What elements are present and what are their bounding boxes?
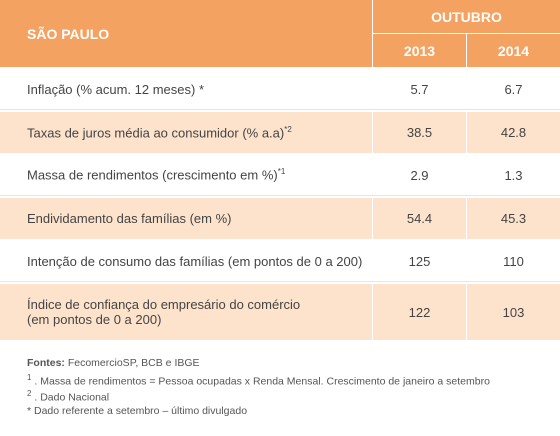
footnote-text: * Dado referente a setembro – último div… bbox=[27, 405, 248, 417]
label-line: Endividamento das famílias (em %) bbox=[27, 211, 372, 226]
row-label: Endividamento das famílias (em %) bbox=[0, 198, 372, 239]
value-text: 110 bbox=[503, 253, 524, 269]
row-label: Inflação (% acum. 12 meses) * bbox=[0, 69, 372, 109]
table-row: Intenção de consumo das famílias (em pon… bbox=[0, 239, 560, 282]
table-row: Endividamento das famílias (em %) 54.4 45.… bbox=[0, 196, 560, 239]
value-cell: 122 bbox=[372, 284, 466, 340]
year-header: 2013 bbox=[372, 34, 466, 67]
value-text: 122 bbox=[408, 304, 431, 320]
label-text: Índice de confiança do empresário do com… bbox=[27, 297, 301, 312]
table-row: Inflação (% acum. 12 meses) * 5.7 6.7 bbox=[0, 67, 560, 110]
row-label: Índice de confiança do empresário do com… bbox=[0, 284, 372, 340]
footnote: 2 . Dado Nacional bbox=[27, 389, 109, 404]
value-text: 2.9 bbox=[410, 167, 429, 183]
year-label: 2014 bbox=[497, 42, 530, 59]
label-text: (em pontos de 0 a 200) bbox=[27, 312, 162, 327]
value-cell: 5.7 bbox=[372, 69, 466, 109]
label-text: Inflação (% acum. 12 meses) * bbox=[27, 81, 205, 97]
footnote-sources: Fontes: FecomercioSP, BCB e IBGE bbox=[27, 357, 200, 369]
region-title: SÃO PAULO bbox=[27, 25, 110, 42]
value-cell: 42.8 bbox=[466, 112, 560, 153]
value-cell: 54.4 bbox=[372, 198, 466, 239]
footnote-text: . Dado Nacional bbox=[31, 391, 110, 404]
label-note: *2 bbox=[284, 124, 292, 134]
label-line: Inflação (% acum. 12 meses) * bbox=[27, 82, 372, 97]
table-row: Massa de rendimentos (crescimento em %)*… bbox=[0, 153, 560, 196]
label-line: Índice de confiança do empresário do com… bbox=[27, 297, 372, 312]
value-text: 103 bbox=[502, 304, 525, 320]
row-label: Intenção de consumo das famílias (em pon… bbox=[0, 241, 372, 281]
value-text: 1.3 bbox=[504, 167, 523, 183]
footnote-marker: 2 bbox=[27, 389, 32, 398]
footnote-marker: 1 bbox=[27, 373, 32, 382]
value-cell: 2.9 bbox=[372, 155, 466, 195]
sources-text: FecomercioSP, BCB e IBGE bbox=[64, 357, 200, 369]
footnote-text: . Massa de rendimentos = Pessoa ocupadas… bbox=[31, 375, 490, 388]
value-cell: 45.3 bbox=[466, 198, 560, 239]
label-line: Massa de rendimentos (crescimento em %)*… bbox=[27, 167, 372, 182]
value-cell: 103 bbox=[466, 284, 560, 340]
period-title: OUTUBRO bbox=[431, 8, 502, 25]
label-line: (em pontos de 0 a 200) bbox=[27, 312, 372, 327]
sources-label: Fontes: bbox=[27, 357, 65, 369]
region-header: SÃO PAULO bbox=[0, 0, 372, 67]
label-text: Massa de rendimentos (crescimento em %) bbox=[27, 167, 278, 183]
year-header: 2014 bbox=[466, 34, 560, 67]
period-header: OUTUBRO bbox=[372, 0, 560, 34]
row-label: Taxas de juros média ao consumidor (% a.… bbox=[0, 112, 372, 153]
footnote: * Dado referente a setembro – último div… bbox=[27, 405, 247, 417]
value-text: 45.3 bbox=[500, 211, 527, 226]
value-text: 5.7 bbox=[410, 81, 429, 97]
value-cell: 110 bbox=[466, 241, 560, 281]
table-row: Índice de confiança do empresário do com… bbox=[0, 282, 560, 340]
footnote: 1 . Massa de rendimentos = Pessoa ocupad… bbox=[27, 373, 490, 388]
label-text: Endividamento das famílias (em %) bbox=[27, 211, 232, 226]
value-text: 54.4 bbox=[406, 211, 433, 226]
table-row: Taxas de juros média ao consumidor (% a.… bbox=[0, 110, 560, 153]
value-text: 42.8 bbox=[500, 125, 527, 140]
label-line: Taxas de juros média ao consumidor (% a.… bbox=[27, 125, 372, 140]
year-label: 2013 bbox=[403, 42, 436, 59]
value-cell: 38.5 bbox=[372, 112, 466, 153]
label-text: Intenção de consumo das famílias (em pon… bbox=[27, 253, 363, 269]
label-line: Intenção de consumo das famílias (em pon… bbox=[27, 254, 372, 269]
value-text: 6.7 bbox=[504, 81, 523, 97]
label-note: *1 bbox=[277, 167, 286, 177]
row-label: Massa de rendimentos (crescimento em %)*… bbox=[0, 155, 372, 195]
value-text: 125 bbox=[408, 253, 431, 269]
value-cell: 125 bbox=[372, 241, 466, 281]
value-cell: 6.7 bbox=[466, 69, 560, 109]
value-cell: 1.3 bbox=[466, 155, 560, 195]
label-text: Taxas de juros média ao consumidor (% a.… bbox=[27, 125, 285, 141]
value-text: 38.5 bbox=[406, 125, 433, 140]
